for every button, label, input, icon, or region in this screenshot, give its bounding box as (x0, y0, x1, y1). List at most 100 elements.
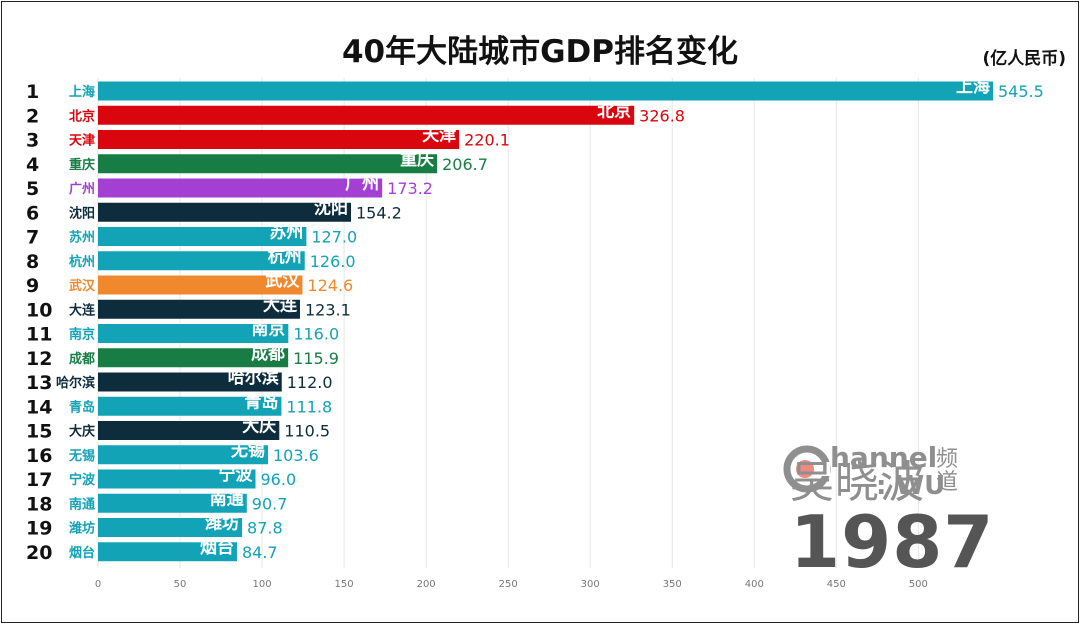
city-label: 上海 (69, 84, 95, 100)
bar (98, 178, 383, 198)
value-label: 90.7 (252, 494, 288, 513)
x-tick-label: 300 (581, 579, 600, 590)
rank-label: 3 (26, 130, 39, 152)
bar-city-label: 无锡 (230, 440, 265, 461)
bar (98, 81, 993, 101)
value-label: 111.8 (286, 397, 332, 416)
bar-city-label: 大连 (263, 294, 298, 315)
city-label: 青岛 (69, 399, 95, 415)
bar (98, 227, 307, 246)
logo-ring-gap (816, 462, 830, 476)
rank-label: 7 (26, 227, 39, 249)
channel-wu-logo: hannel : WU (783, 441, 945, 501)
city-label: 重庆 (69, 157, 95, 173)
bar-city-label: 苏州 (269, 222, 303, 243)
x-tick-label: 100 (253, 579, 272, 590)
city-label: 广州 (69, 181, 95, 197)
bar (98, 469, 256, 489)
city-label: 哈尔滨 (56, 375, 95, 391)
value-label: 123.1 (305, 300, 351, 319)
value-label: 173.2 (387, 179, 433, 198)
year-label: 1987 (790, 500, 995, 584)
bar (98, 493, 247, 513)
bar (98, 348, 289, 368)
city-label: 北京 (69, 108, 95, 124)
city-label: 武汉 (69, 278, 96, 294)
value-label: 112.0 (287, 373, 333, 392)
x-tick-label: 50 (174, 579, 187, 590)
rank-label: 4 (26, 154, 39, 176)
x-axis-ticks: 0 50 100 150 200 250 300 350 400 450 500 (95, 579, 928, 590)
x-tick-label: 400 (745, 579, 764, 590)
bar (98, 251, 305, 271)
value-label: 326.8 (639, 106, 685, 125)
bar (98, 202, 351, 222)
bar (98, 372, 282, 392)
bar (98, 275, 303, 295)
x-tick-label: 0 (95, 579, 101, 590)
city-label: 大庆 (69, 424, 95, 440)
value-label: 116.0 (293, 325, 339, 344)
bar-city-label: 潍坊 (205, 513, 239, 534)
bar-city-label: 上海 (956, 76, 990, 97)
bar (98, 130, 460, 149)
rank-label: 2 (26, 105, 39, 127)
bar-city-label: 青岛 (244, 391, 278, 412)
logo-channel-text: hannel (830, 441, 937, 474)
value-label: 154.2 (356, 203, 402, 222)
value-label: 220.1 (464, 131, 510, 150)
rank-label: 1 (26, 81, 39, 103)
rank-label: 5 (26, 178, 39, 200)
bar-city-label: 哈尔滨 (228, 367, 279, 388)
value-label: 545.5 (998, 82, 1044, 101)
logo-wu-text: : WU (876, 471, 945, 501)
city-label: 成都 (69, 351, 95, 367)
value-label: 124.6 (307, 276, 353, 295)
bar (98, 154, 438, 174)
bar-city-label: 北京 (597, 100, 631, 121)
bar (98, 396, 282, 416)
bar-city-label: 宁波 (219, 464, 254, 485)
bar-city-label: 天津 (422, 125, 456, 146)
bar (98, 299, 300, 319)
bar-city-label: 广州 (345, 173, 379, 194)
bar-city-label: 烟台 (200, 537, 234, 558)
city-label: 南京 (69, 327, 95, 343)
city-label: 无锡 (68, 448, 95, 464)
rank-label: 18 (26, 493, 52, 515)
value-label: 84.7 (242, 543, 278, 562)
x-tick-label: 350 (663, 579, 682, 590)
logo-dot-icon (796, 460, 814, 478)
rank-label: 16 (26, 445, 52, 467)
rank-label: 6 (26, 202, 39, 224)
logo-name: 吴晓波 (790, 457, 925, 508)
value-label: 126.0 (310, 252, 356, 271)
rank-label: 12 (26, 348, 52, 370)
value-label: 96.0 (261, 470, 297, 489)
bar-city-label: 成都 (251, 343, 285, 364)
bar-city-label: 重庆 (400, 149, 434, 170)
bar (98, 324, 289, 343)
value-label: 110.5 (284, 422, 330, 441)
city-label: 大连 (69, 302, 96, 318)
x-tick-label: 150 (335, 579, 354, 590)
value-label: 103.6 (273, 446, 319, 465)
city-label: 烟台 (69, 545, 95, 561)
rank-label: 9 (26, 275, 39, 297)
bars: 1 上海 上海 545.5 2 北京 北京 326.8 3 天津 天津 220.1 4 重庆 重庆 206.7… (26, 76, 1044, 564)
city-label: 沈阳 (69, 205, 95, 221)
bar-city-label: 南通 (210, 488, 244, 509)
rank-label: 13 (26, 372, 52, 394)
rank-label: 17 (26, 469, 52, 491)
value-label: 87.8 (247, 519, 283, 538)
city-label: 天津 (69, 133, 95, 149)
logo-pindao: 频道 (935, 447, 958, 495)
bar (98, 421, 280, 440)
rank-label: 10 (26, 299, 52, 321)
rank-label: 14 (26, 396, 52, 418)
x-tick-label: 250 (499, 579, 518, 590)
bar (98, 542, 237, 562)
bar-city-label: 杭州 (268, 246, 302, 267)
x-tick-label: 200 (417, 579, 436, 590)
